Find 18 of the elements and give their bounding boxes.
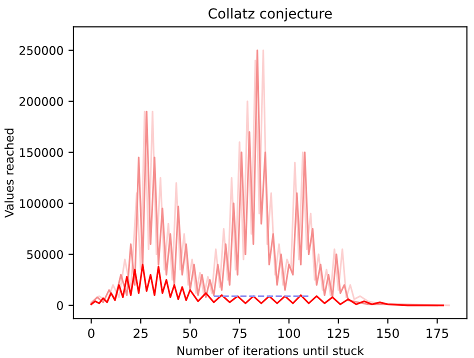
x-tick-label: 150 — [377, 328, 399, 338]
x-tick-label: 175 — [426, 328, 448, 338]
y-tick-label: 50000 — [27, 250, 63, 259]
y-tick-label: 100000 — [20, 199, 63, 208]
x-axis-title: Number of iterations until stuck — [178, 346, 364, 356]
chart-title: Collatz conjecture — [208, 8, 332, 22]
y-tick-label: 0 — [57, 301, 63, 310]
x-tick-label: 75 — [232, 328, 246, 338]
line-series — [90, 264, 444, 306]
y-tick-label: 200000 — [20, 97, 63, 106]
x-tick-label: 125 — [328, 328, 350, 338]
y-axis-title: Values reached — [4, 128, 14, 218]
x-tick-label: 25 — [134, 328, 148, 338]
y-tick-label: 250000 — [20, 46, 63, 55]
x-tick-label: 50 — [183, 328, 198, 338]
x-tick-label: 100 — [278, 328, 300, 338]
x-tick-label: 0 — [88, 328, 94, 338]
y-tick-label: 150000 — [20, 148, 63, 157]
